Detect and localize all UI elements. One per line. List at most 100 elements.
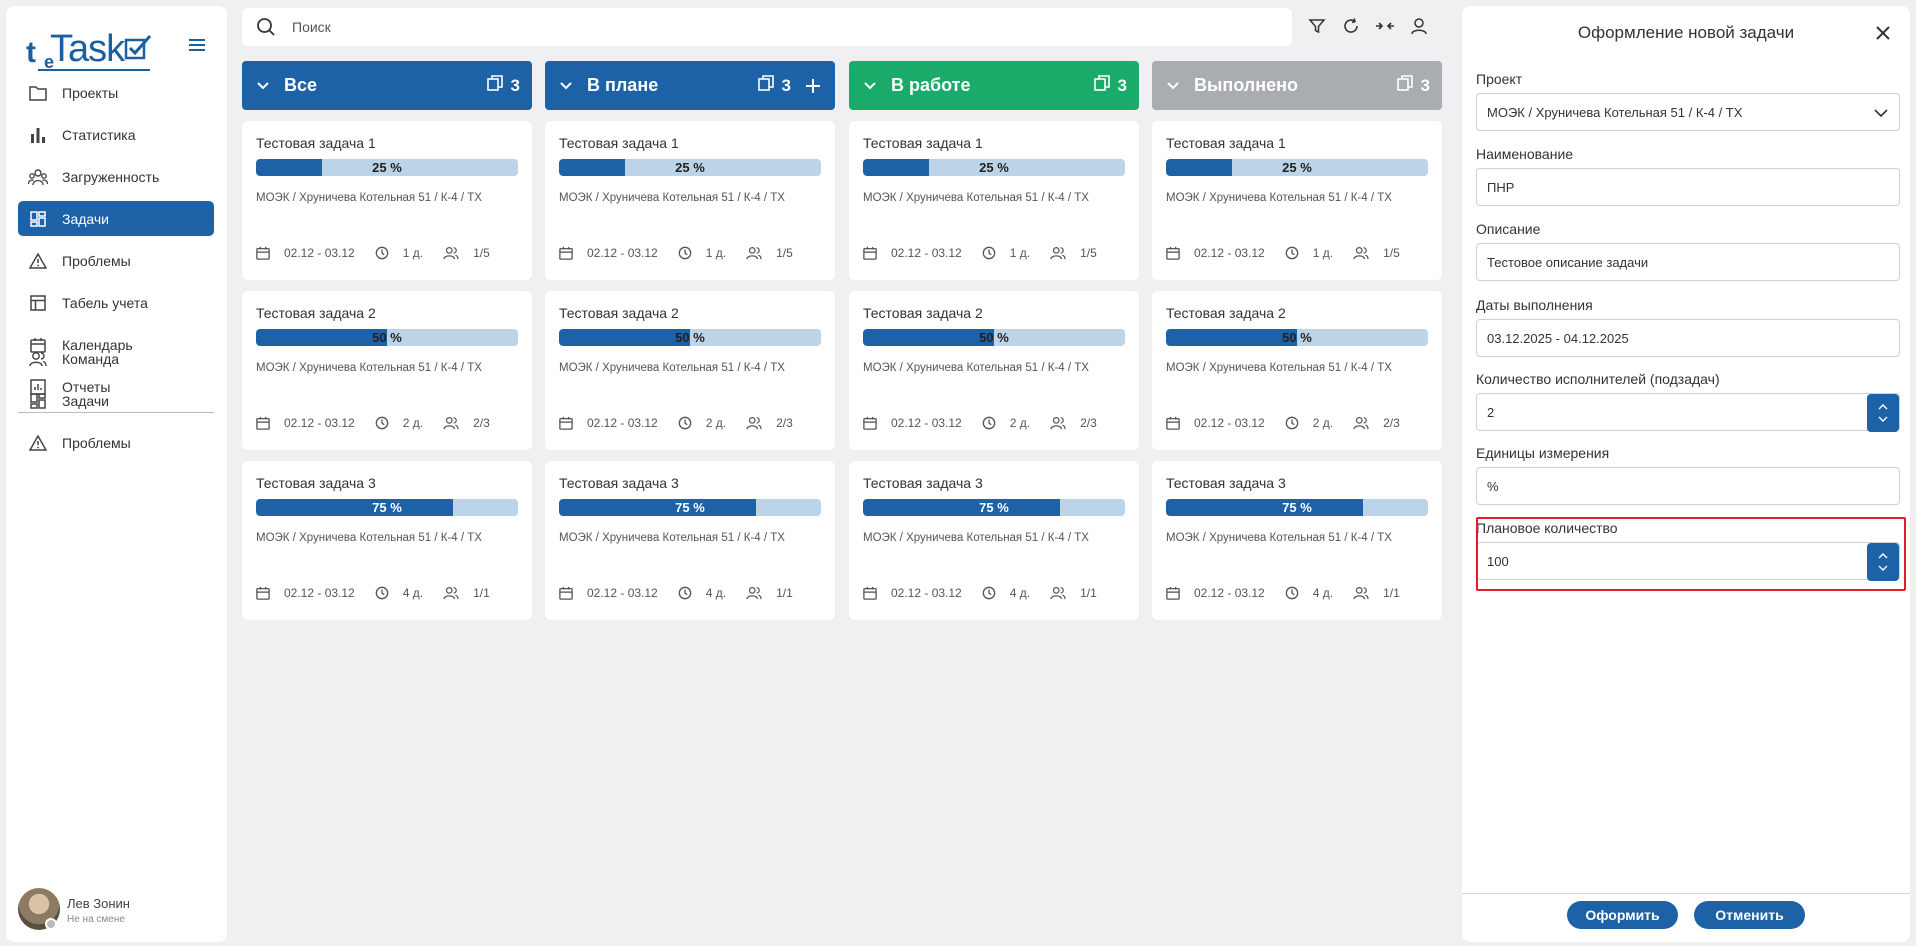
refresh-icon[interactable] (1334, 12, 1368, 40)
task-meta: 02.12 - 03.12 2 д. 2/3 (863, 416, 1117, 430)
logo-check-icon (124, 35, 152, 60)
app-logo[interactable]: t e Task (22, 26, 162, 72)
submit-button[interactable]: Оформить (1567, 901, 1678, 929)
user-profile[interactable]: Лев Зонин Не на смене (18, 888, 218, 932)
task-card[interactable]: Тестовая задача 3 75 % МОЭК / Хруничева Ко… (545, 461, 835, 620)
chevron-down-icon[interactable] (1878, 565, 1888, 571)
units-input[interactable]: % (1476, 467, 1900, 505)
sidebar-item[interactable]: Проекты (18, 75, 214, 110)
sidebar-item[interactable]: Отчеты (18, 369, 214, 404)
task-dates: 02.12 - 03.12 (256, 246, 355, 260)
dashboard-icon (28, 391, 48, 411)
sidebar-item[interactable]: Загруженность (18, 159, 214, 194)
task-card[interactable]: Тестовая задача 2 50 % МОЭК / Хруничева Ко… (545, 291, 835, 450)
close-icon[interactable] (1872, 22, 1894, 44)
copy-icon (757, 75, 774, 96)
clock-icon (678, 246, 699, 260)
progress-bar: 25 % (559, 159, 821, 176)
progress-label: 75 % (979, 500, 1009, 515)
column-header[interactable]: В плане 3 (545, 61, 835, 110)
column-header[interactable]: Выполнено 3 (1152, 61, 1442, 110)
task-duration-value: 4 д. (1312, 586, 1334, 600)
sidebar-item[interactable]: Команда (18, 341, 214, 376)
task-card[interactable]: Тестовая задача 3 75 % МОЭК / Хруничева Ко… (849, 461, 1139, 620)
chevron-down-icon[interactable] (863, 78, 879, 94)
menu-toggle-icon[interactable] (186, 36, 208, 56)
task-dates: 02.12 - 03.12 (559, 586, 658, 600)
column-header[interactable]: Все 3 (242, 61, 532, 110)
sidebar-item[interactable]: Задачи (18, 383, 214, 418)
progress-bar: 50 % (1166, 329, 1428, 346)
task-card[interactable]: Тестовая задача 1 25 % МОЭК / Хруничева Ко… (545, 121, 835, 280)
column-header[interactable]: В работе 3 (849, 61, 1139, 110)
progress-fill (256, 159, 322, 176)
filter-icon[interactable] (1300, 12, 1334, 40)
task-path: МОЭК / Хруничева Котельная 51 / К-4 / ТХ (863, 532, 1089, 544)
task-title: Тестовая задача 2 (863, 305, 983, 321)
name-input[interactable]: ПНР (1476, 168, 1900, 206)
search-input[interactable] (292, 19, 1192, 35)
dates-input[interactable]: 03.12.2025 - 04.12.2025 (1476, 319, 1900, 357)
task-dates: 02.12 - 03.12 (863, 246, 962, 260)
task-assignees-value: 2/3 (1080, 416, 1097, 430)
table-icon (28, 293, 48, 313)
clock-icon (375, 416, 396, 430)
sidebar-item[interactable]: Проблемы (18, 425, 214, 460)
users-icon (746, 246, 769, 260)
chevron-down-icon[interactable] (1878, 416, 1888, 422)
task-card[interactable]: Тестовая задача 2 50 % МОЭК / Хруничева Ко… (1152, 291, 1442, 450)
task-dates: 02.12 - 03.12 (256, 586, 355, 600)
task-path: МОЭК / Хруничева Котельная 51 / К-4 / ТХ (1166, 362, 1392, 374)
nav-divider (18, 412, 214, 413)
task-card[interactable]: Тестовая задача 1 25 % МОЭК / Хруничева Ко… (1152, 121, 1442, 280)
task-dates-value: 02.12 - 03.12 (587, 586, 658, 600)
chevron-down-icon[interactable] (559, 78, 575, 94)
chevron-down-icon[interactable] (1166, 78, 1182, 94)
task-assignees-value: 1/5 (776, 246, 793, 260)
project-select[interactable]: МОЭК / Хруничева Котельная 51 / К-4 / ТХ (1476, 93, 1900, 131)
task-dates-value: 02.12 - 03.12 (587, 416, 658, 430)
chevron-up-icon[interactable] (1878, 553, 1888, 559)
task-duration: 1 д. (678, 246, 726, 260)
description-label: Описание (1476, 221, 1541, 237)
progress-bar: 25 % (256, 159, 518, 176)
progress-label: 25 % (675, 160, 705, 175)
add-task-icon[interactable] (803, 76, 823, 96)
executors-input[interactable]: 2 (1476, 393, 1900, 432)
task-assignees: 2/3 (746, 416, 793, 430)
task-duration: 2 д. (1285, 416, 1333, 430)
task-duration: 2 д. (678, 416, 726, 430)
task-card[interactable]: Тестовая задача 3 75 % МОЭК / Хруничева Ко… (242, 461, 532, 620)
planned-field: Плановое количество 100 (1476, 520, 1900, 581)
task-card[interactable]: Тестовая задача 3 75 % МОЭК / Хруничева Ко… (1152, 461, 1442, 620)
sidebar-item[interactable]: Статистика (18, 117, 214, 152)
sidebar-item[interactable]: Табель учета (18, 285, 214, 320)
sidebar-item[interactable]: Проблемы (18, 243, 214, 278)
users-icon (443, 586, 466, 600)
task-card[interactable]: Тестовая задача 2 50 % МОЭК / Хруничева Ко… (849, 291, 1139, 450)
planned-stepper[interactable] (1867, 543, 1899, 581)
task-duration: 1 д. (375, 246, 423, 260)
planned-input[interactable]: 100 (1476, 542, 1900, 581)
sidebar-item[interactable]: Задачи (18, 201, 214, 236)
progress-label: 75 % (1282, 500, 1312, 515)
description-input[interactable]: Тестовое описание задачи (1476, 243, 1900, 281)
chevron-up-icon[interactable] (1878, 404, 1888, 410)
search-icon[interactable] (254, 15, 278, 39)
user-icon[interactable] (1402, 12, 1436, 40)
executors-stepper[interactable] (1867, 394, 1899, 432)
sidebar-item[interactable]: Календарь (18, 327, 214, 362)
cancel-button[interactable]: Отменить (1694, 901, 1805, 929)
calendar-icon (1166, 246, 1187, 260)
task-card[interactable]: Тестовая задача 1 25 % МОЭК / Хруничева Ко… (242, 121, 532, 280)
name-label: Наименование (1476, 146, 1574, 162)
clock-icon (982, 246, 1003, 260)
clock-icon (1285, 416, 1306, 430)
warning-icon (28, 433, 48, 453)
collapse-icon[interactable] (1368, 12, 1402, 40)
chevron-down-icon[interactable] (256, 78, 272, 94)
task-card[interactable]: Тестовая задача 1 25 % МОЭК / Хруничева Ко… (849, 121, 1139, 280)
task-assignees: 1/5 (746, 246, 793, 260)
task-card[interactable]: Тестовая задача 2 50 % МОЭК / Хруничева Ко… (242, 291, 532, 450)
task-title: Тестовая задача 2 (1166, 305, 1286, 321)
